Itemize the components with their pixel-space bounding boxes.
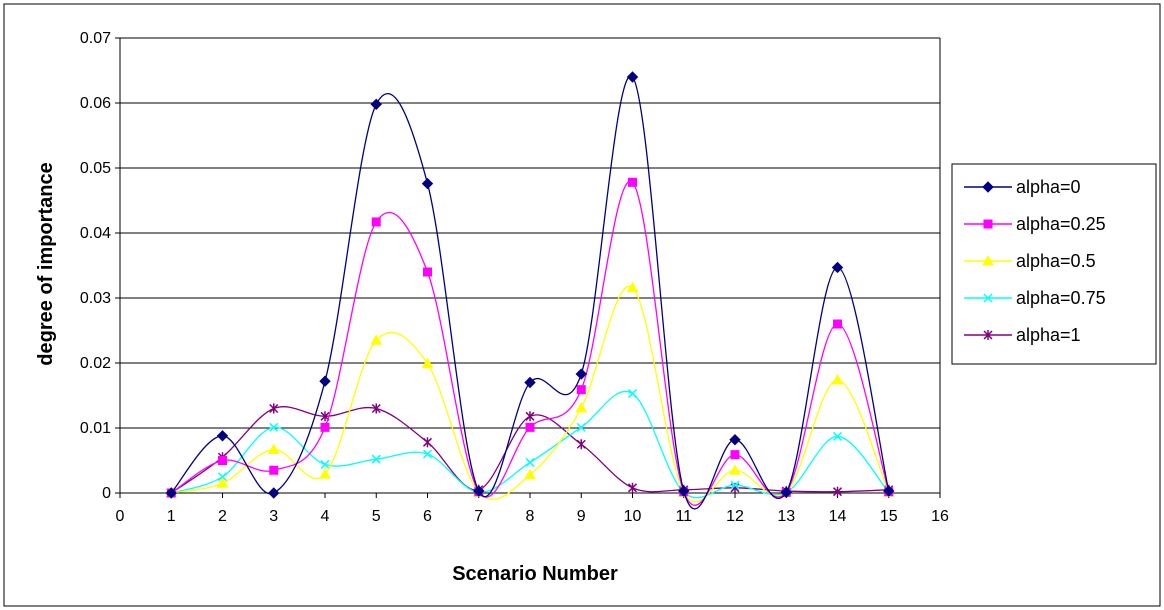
x-tick-label: 13 <box>777 508 795 525</box>
x-tick-label: 9 <box>577 508 586 525</box>
data-point <box>832 486 843 497</box>
data-point <box>422 449 433 459</box>
data-point <box>218 456 227 465</box>
data-point <box>423 267 432 277</box>
data-point <box>217 472 228 482</box>
x-tick-label: 3 <box>269 508 278 525</box>
data-point <box>370 334 383 345</box>
legend-marker <box>983 219 993 229</box>
data-point <box>729 433 741 446</box>
data-point <box>370 98 382 111</box>
y-tick-label: 0 <box>102 485 111 502</box>
data-point <box>320 459 330 469</box>
x-tick-label: 1 <box>167 508 176 525</box>
data-point <box>524 376 536 389</box>
data-point <box>269 465 279 475</box>
x-tick-label: 8 <box>526 508 535 525</box>
data-point <box>525 411 535 422</box>
data-point <box>729 464 741 475</box>
legend-label: alpha=0.5 <box>1016 251 1096 271</box>
data-point <box>371 403 381 414</box>
data-point <box>628 177 637 187</box>
legend-item: alpha=0.75 <box>964 288 1106 308</box>
data-point <box>626 71 639 83</box>
data-point <box>883 485 895 497</box>
data-point <box>421 177 434 190</box>
data-point <box>216 430 229 442</box>
x-tick-label: 11 <box>675 508 692 525</box>
legend-marker <box>982 181 994 193</box>
data-point <box>780 486 792 499</box>
x-tick-label: 15 <box>880 508 898 525</box>
legend-item: alpha=0.5 <box>964 251 1096 271</box>
data-point <box>831 261 844 274</box>
legend-marker <box>982 254 994 266</box>
data-point <box>371 217 381 227</box>
x-tick-label: 16 <box>931 508 949 525</box>
data-point <box>576 439 586 450</box>
x-axis-title: Scenario Number <box>452 563 618 585</box>
data-point <box>832 431 843 441</box>
data-point <box>216 477 229 488</box>
data-point <box>422 437 433 448</box>
data-point <box>626 281 639 293</box>
data-point <box>627 389 638 399</box>
x-tick-label: 7 <box>474 508 483 525</box>
data-point <box>268 487 280 499</box>
x-tick-label: 6 <box>423 508 432 525</box>
data-point <box>678 485 690 497</box>
legend-label: alpha=0 <box>1016 177 1081 197</box>
x-tick-label: 4 <box>321 508 330 525</box>
data-point <box>575 401 588 413</box>
data-point <box>320 422 330 432</box>
data-point <box>627 482 638 493</box>
data-point <box>319 468 331 479</box>
data-point <box>831 373 844 385</box>
y-tick-label: 0.04 <box>80 225 111 242</box>
y-tick-label: 0.01 <box>80 420 111 437</box>
series-line <box>171 285 890 503</box>
legend-label: alpha=0.25 <box>1016 214 1106 234</box>
data-point <box>269 422 279 432</box>
data-point <box>371 454 381 464</box>
y-tick-label: 0.05 <box>80 160 111 177</box>
legend-item: alpha=0 <box>964 177 1081 197</box>
y-tick-label: 0.03 <box>80 290 111 307</box>
data-point <box>576 422 586 432</box>
data-point <box>421 357 434 369</box>
data-point <box>269 403 279 414</box>
y-tick-label: 0.02 <box>80 355 111 372</box>
legend: alpha=0 alpha=0.25 alpha=0.5 alpha=0.75 alph… <box>951 163 1157 365</box>
x-tick-label: 14 <box>829 508 847 525</box>
data-point <box>730 480 740 490</box>
legend-label: alpha=0.75 <box>1016 288 1106 308</box>
data-point <box>525 422 535 432</box>
data-point <box>319 375 331 387</box>
data-point <box>575 368 587 380</box>
x-tick-label: 10 <box>624 508 642 525</box>
data-point <box>576 385 586 395</box>
data-point <box>473 485 485 497</box>
legend-marker <box>983 330 993 340</box>
y-tick-label: 0.07 <box>80 30 111 47</box>
data-point <box>165 487 177 499</box>
series-alpha=0 <box>165 71 895 510</box>
y-tick-label: 0.06 <box>80 95 111 112</box>
legend-item: alpha=0.25 <box>964 214 1106 234</box>
x-tick-label: 5 <box>372 508 381 525</box>
data-point <box>730 450 740 460</box>
x-tick-label: 12 <box>726 508 744 525</box>
legend-item: alpha=1 <box>964 325 1081 345</box>
data-point <box>267 443 280 454</box>
data-point <box>524 468 536 480</box>
y-axis-title: degree of importance <box>35 162 57 365</box>
data-point <box>525 457 535 467</box>
data-point <box>833 319 842 329</box>
legend-label: alpha=1 <box>1016 325 1081 345</box>
legend-marker <box>983 293 993 303</box>
x-tick-label: 0 <box>116 508 125 525</box>
x-tick-label: 2 <box>218 508 227 525</box>
